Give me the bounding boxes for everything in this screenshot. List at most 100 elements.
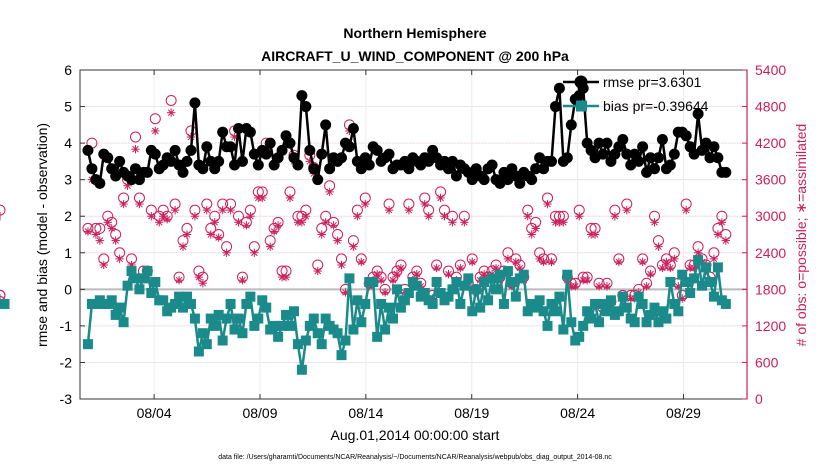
- obs-assimilated-point: [250, 248, 259, 257]
- obs-assimilated-point: [194, 272, 204, 282]
- obs-assimilated-point: [384, 205, 394, 215]
- bias-point: [193, 346, 204, 357]
- obs-assimilated-point: [297, 218, 307, 227]
- y-axis-label: rmse and bias (model - observation): [34, 123, 50, 347]
- obs-assimilated-point: [670, 254, 679, 264]
- bias-point: [0, 298, 10, 309]
- bias-point: [554, 291, 565, 302]
- rmse-point: [549, 101, 561, 113]
- obs-assimilated-point: [380, 288, 390, 297]
- y-tick-label: -2: [60, 354, 73, 370]
- bias-point: [245, 291, 256, 302]
- rmse-point: [545, 155, 557, 167]
- bias-point: [518, 269, 529, 280]
- bias-point: [122, 280, 133, 291]
- bias-point: [118, 317, 129, 328]
- legend-marker: [576, 100, 587, 112]
- chart-title: Northern Hemisphere: [343, 25, 486, 41]
- rmse-point: [296, 90, 308, 102]
- obs-assimilated-point: [162, 215, 172, 224]
- bias-point: [158, 295, 169, 306]
- x-tick-label: 08/09: [242, 405, 277, 421]
- bias-point: [498, 298, 509, 309]
- bias-point: [411, 280, 422, 291]
- obs-assimilated-point: [349, 242, 358, 251]
- obs-assimilated-point: [182, 230, 192, 239]
- obs-assimilated-point: [313, 266, 322, 276]
- bias-point: [209, 320, 220, 331]
- obs-assimilated-point: [242, 221, 251, 230]
- obs-assimilated-point: [662, 257, 671, 267]
- bias-point: [388, 313, 399, 324]
- obs-assimilated-point: [301, 212, 311, 221]
- bias-point: [312, 328, 323, 339]
- obs-assimilated-point: [666, 263, 675, 273]
- bias-point: [701, 262, 712, 273]
- obs-assimilated-point: [412, 269, 421, 279]
- y-tick-label: -3: [60, 391, 73, 407]
- bias-point: [562, 269, 573, 280]
- bias-point: [114, 302, 125, 313]
- rmse-point: [217, 126, 229, 138]
- obs-possible-point: [129, 131, 141, 143]
- obs-assimilated-point: [337, 260, 346, 270]
- rmse-point: [383, 148, 395, 160]
- y-tick-label: 1: [64, 245, 72, 261]
- obs-assimilated-point: [448, 218, 457, 227]
- rmse-point: [692, 108, 704, 120]
- y-tick-label: 0: [64, 281, 72, 297]
- obs-assimilated-point: [246, 212, 255, 221]
- rmse-point: [593, 137, 605, 149]
- rmse-point: [232, 122, 244, 134]
- obs-assimilated-point: [170, 205, 180, 215]
- bias-point: [574, 331, 585, 342]
- rmse-point: [708, 141, 720, 153]
- bias-point: [384, 302, 395, 313]
- rmse-point: [561, 152, 573, 164]
- rmse-point: [343, 141, 355, 153]
- obs-assimilated-point: [547, 257, 556, 267]
- x-tick-label: 08/04: [137, 405, 172, 421]
- y2-tick-label: 1800: [755, 281, 786, 297]
- legend-marker: [574, 75, 588, 89]
- bias-point: [712, 262, 723, 273]
- obs-assimilated-point: [531, 224, 540, 233]
- obs-assimilated-point: [654, 242, 663, 251]
- rmse-point: [189, 97, 201, 109]
- bias-point: [380, 324, 391, 335]
- y2-tick-label: 4200: [755, 135, 786, 151]
- obs-assimilated-point: [420, 199, 429, 209]
- grid-lines: [80, 69, 747, 400]
- obs-assimilated-point: [479, 269, 489, 279]
- y2-tick-label: 0: [755, 391, 763, 407]
- bias-point: [348, 324, 359, 335]
- rmse-point: [617, 133, 629, 145]
- bias-point: [502, 266, 513, 277]
- obs-assimilated-point: [622, 205, 631, 215]
- obs-assimilated-point: [511, 257, 521, 267]
- obs-assimilated-point: [321, 218, 330, 227]
- obs-assimilated-point: [317, 230, 326, 239]
- bias-point: [344, 273, 355, 284]
- obs-assimilated-point: [713, 230, 723, 239]
- obs-assimilated-point: [658, 263, 667, 273]
- y-tick-label: 5: [64, 99, 72, 115]
- obs-assimilated-point: [376, 275, 386, 285]
- y-tick-label: 4: [64, 135, 72, 151]
- bias-point: [233, 313, 244, 324]
- obs-assimilated-point: [594, 282, 604, 291]
- rmse-point: [102, 152, 114, 164]
- obs-assimilated-point: [333, 236, 342, 245]
- bias-point: [253, 313, 264, 324]
- bias-point: [189, 313, 200, 324]
- bias-point: [617, 291, 628, 302]
- bias-point: [185, 298, 196, 309]
- obs-assimilated-point: [468, 257, 477, 267]
- rmse-point: [169, 144, 181, 156]
- obs-assimilated-point: [151, 126, 160, 136]
- rmse-point: [712, 152, 724, 164]
- x-tick-label: 08/14: [348, 405, 383, 421]
- rmse-point: [244, 126, 256, 138]
- obs-assimilated-point: [190, 212, 200, 221]
- obs-assimilated-point: [135, 199, 144, 209]
